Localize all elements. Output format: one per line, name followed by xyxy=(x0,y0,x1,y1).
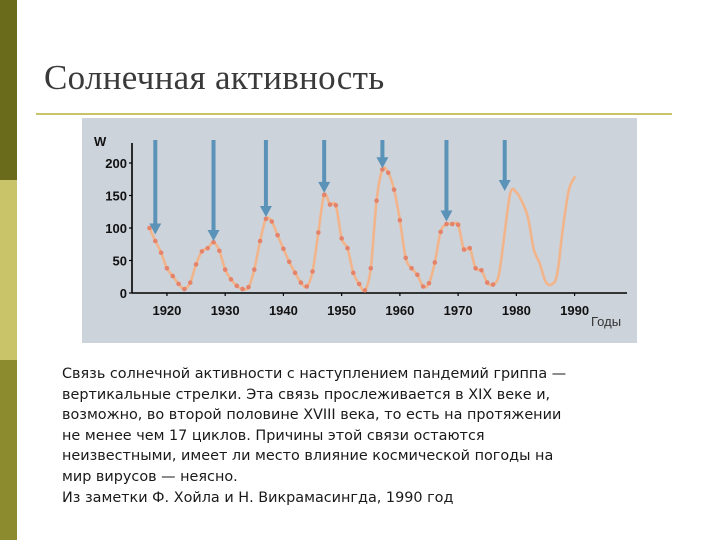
data-point xyxy=(286,259,292,265)
x-axis-title: Годы xyxy=(591,314,621,329)
data-point xyxy=(263,216,269,222)
chart-svg: 0 50 100 150 200 1920 1930 1940 1950 1960 1970 1980… xyxy=(82,118,637,343)
data-point xyxy=(187,280,193,285)
chart-background xyxy=(82,118,637,343)
solar-activity-chart: 0 50 100 150 200 1920 1930 1940 1950 1960 1970 1980… xyxy=(82,118,637,343)
data-point xyxy=(409,266,414,271)
pandemic-arrow-head xyxy=(259,205,272,217)
caption-line: возможно, во второй половине XVIII века,… xyxy=(62,407,562,424)
data-point xyxy=(426,280,432,286)
data-point xyxy=(327,202,333,207)
data-point xyxy=(147,225,152,231)
data-point xyxy=(345,245,350,251)
data-point xyxy=(176,281,181,287)
pandemic-arrow-head xyxy=(376,157,389,169)
data-point xyxy=(385,170,391,176)
title-divider xyxy=(36,113,672,115)
data-point xyxy=(333,202,339,208)
data-point xyxy=(251,267,257,272)
data-point xyxy=(380,167,385,172)
slide-title: Солнечная активность xyxy=(44,58,385,97)
data-point xyxy=(152,238,158,244)
data-point xyxy=(211,240,216,245)
data-point xyxy=(304,284,310,289)
data-point xyxy=(479,267,484,273)
caption-line: неизвестными, имеет ли место влияние кос… xyxy=(62,448,554,465)
y-tick-label: 0 xyxy=(120,286,127,301)
data-point xyxy=(222,267,228,272)
data-point xyxy=(473,266,478,271)
pandemic-arrow-head xyxy=(149,223,162,235)
caption: Связь солнечной активности с наступление… xyxy=(62,364,702,508)
data-point xyxy=(281,246,286,252)
data-point xyxy=(368,266,374,271)
x-tick-label: 1930 xyxy=(211,303,240,318)
pandemic-arrow-head xyxy=(318,181,331,193)
pandemic-arrow-head xyxy=(207,230,220,241)
data-point xyxy=(275,232,280,238)
data-point xyxy=(217,248,222,254)
data-point xyxy=(158,250,164,255)
data-point xyxy=(234,283,240,289)
x-tick-label: 1990 xyxy=(560,303,589,318)
data-point xyxy=(292,270,298,276)
y-tick-label: 150 xyxy=(105,189,127,204)
caption-line: не менее чем 17 циклов. Причины этой свя… xyxy=(62,427,485,444)
data-point xyxy=(298,280,304,285)
data-point xyxy=(403,255,409,261)
caption-line: Из заметки Ф. Хойла и Н. Викрамасингда, … xyxy=(62,489,454,506)
data-point xyxy=(362,288,368,293)
data-point xyxy=(449,221,455,227)
data-point xyxy=(170,273,176,279)
data-point xyxy=(391,187,397,192)
data-point xyxy=(316,230,321,235)
pandemic-arrow-head xyxy=(440,210,453,222)
x-tick-label: 1940 xyxy=(269,303,298,318)
y-tick-label: 200 xyxy=(105,156,127,171)
x-tick-label: 1950 xyxy=(327,303,356,318)
data-point xyxy=(461,247,467,252)
data-point xyxy=(374,198,379,203)
pandemic-arrow-head xyxy=(498,179,511,191)
data-point xyxy=(269,219,275,224)
x-tick-label: 1960 xyxy=(385,303,414,318)
data-point xyxy=(350,270,356,276)
caption-line: мир вирусов — неясно. xyxy=(62,468,238,485)
data-point xyxy=(193,262,199,267)
side-accent-dark xyxy=(0,0,17,180)
x-tick-label: 1920 xyxy=(152,303,181,318)
side-accent-light xyxy=(0,180,17,360)
data-point xyxy=(356,281,362,287)
data-point xyxy=(415,272,420,278)
data-point xyxy=(438,229,443,235)
data-point xyxy=(397,217,403,223)
data-point xyxy=(199,249,205,254)
data-point xyxy=(164,266,170,271)
side-accent-mid xyxy=(0,360,17,540)
data-point xyxy=(455,222,461,228)
y-axis-title: W xyxy=(94,134,107,149)
data-point xyxy=(205,245,211,251)
data-point xyxy=(467,245,473,251)
data-point xyxy=(246,284,251,290)
data-point xyxy=(490,282,496,287)
y-tick-label: 100 xyxy=(105,221,127,236)
y-tick-label: 50 xyxy=(113,254,127,269)
data-point xyxy=(321,192,327,198)
data-point xyxy=(240,286,245,292)
data-point xyxy=(420,284,426,289)
data-point xyxy=(228,277,234,282)
data-point xyxy=(257,238,263,244)
caption-line: Связь солнечной активности с наступление… xyxy=(62,366,567,382)
data-point xyxy=(182,286,187,292)
data-point xyxy=(432,260,438,265)
data-point xyxy=(444,221,449,227)
x-tick-label: 1980 xyxy=(502,303,531,318)
data-point xyxy=(339,236,344,241)
data-point xyxy=(484,280,490,285)
x-tick-label: 1970 xyxy=(444,303,473,318)
caption-line: вертикальные стрелки. Эта связь прослежи… xyxy=(62,386,551,403)
data-point xyxy=(310,269,315,274)
